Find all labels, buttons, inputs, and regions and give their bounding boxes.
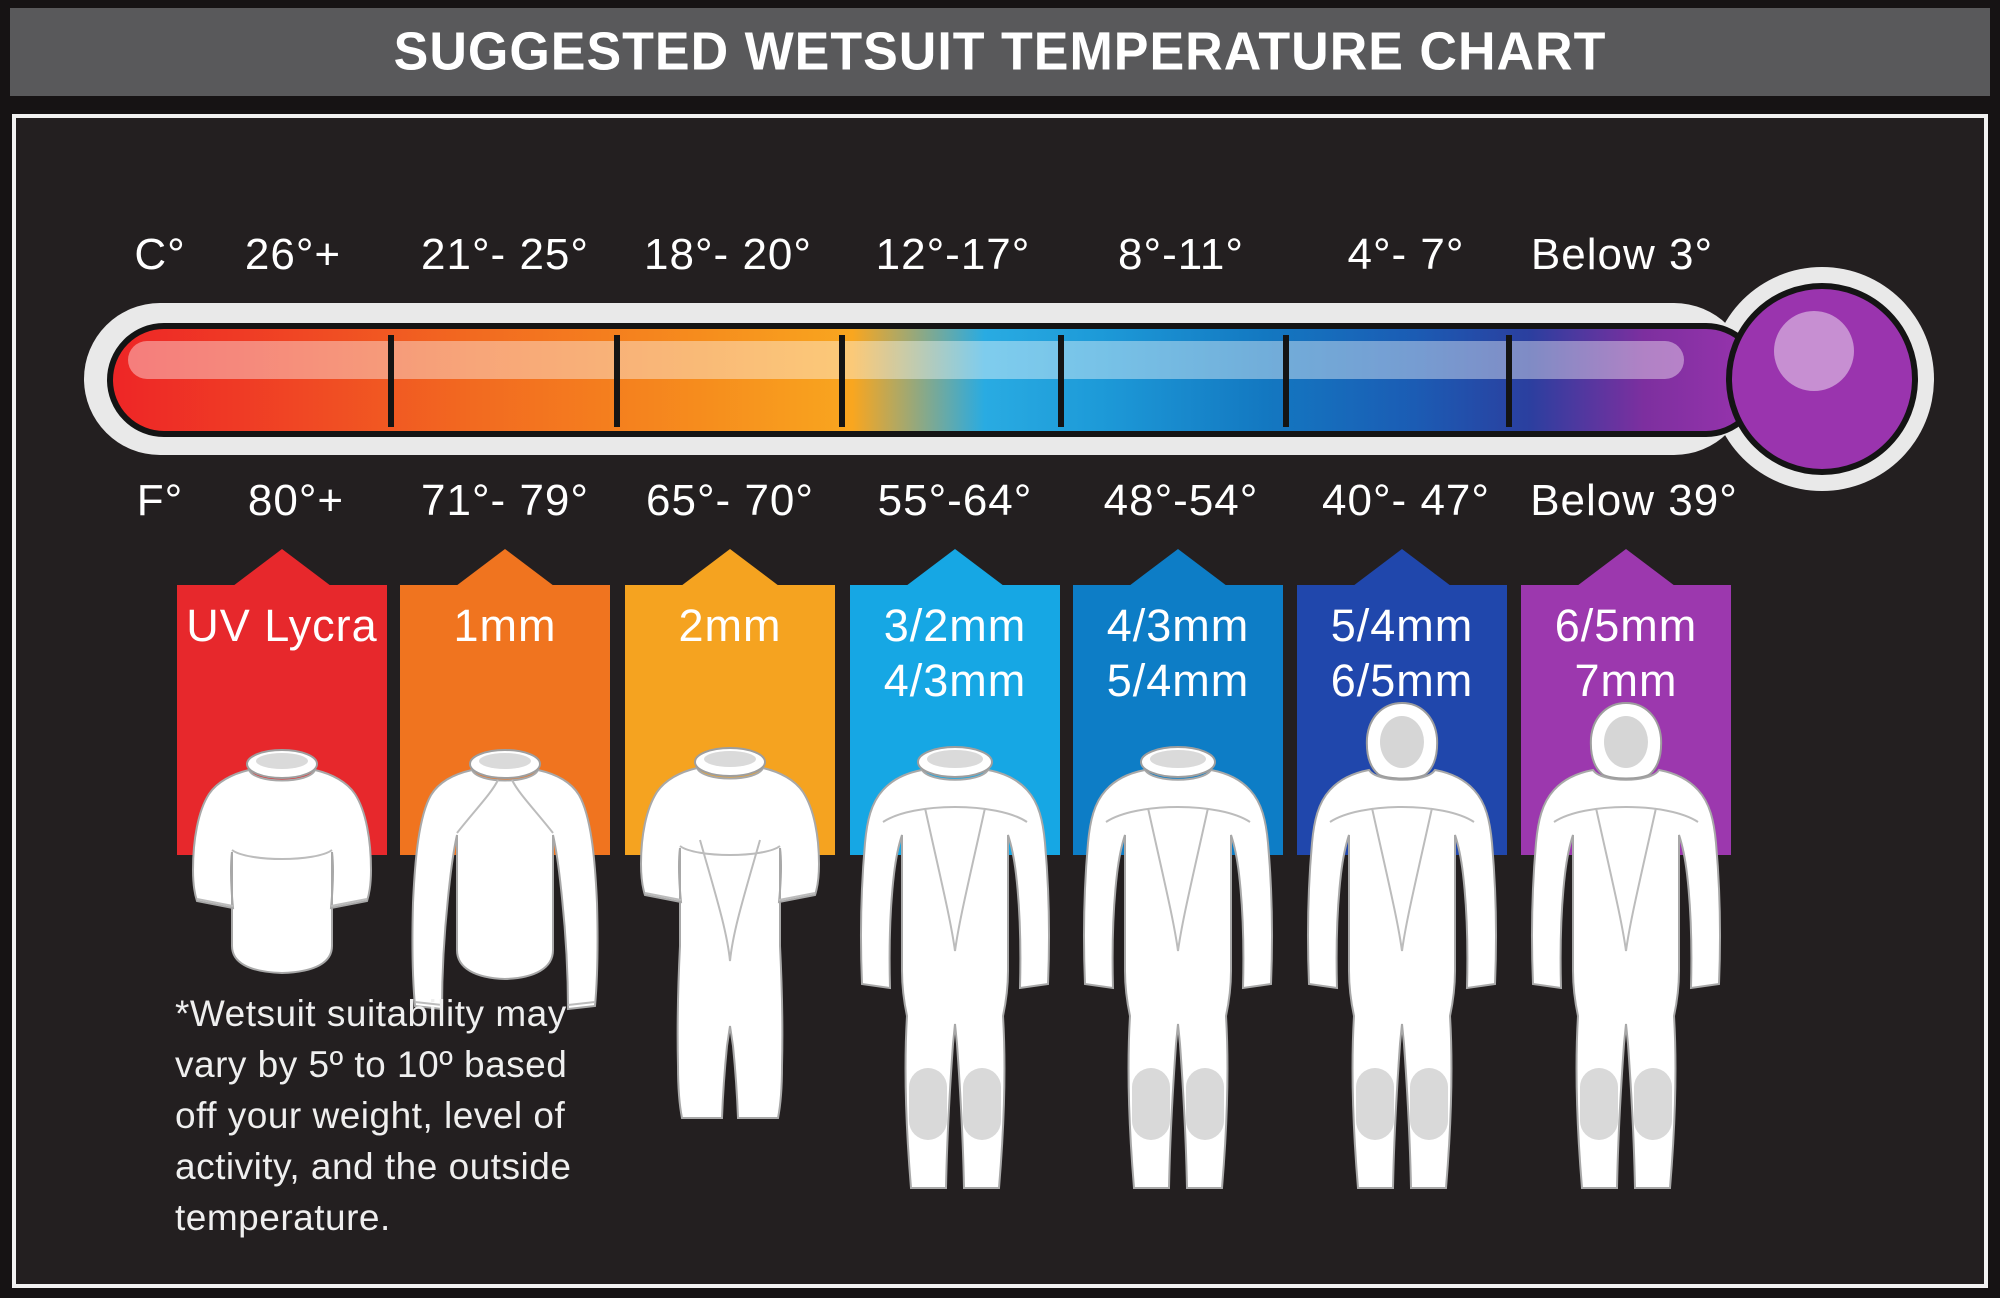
fahrenheit-range-label: Below 39° xyxy=(1530,476,1738,525)
footnote: *Wetsuit suitability may vary by 5º to 1… xyxy=(175,993,572,1239)
thermometer-bulb xyxy=(1726,283,1918,475)
celsius-range-label: 21°- 25° xyxy=(421,230,589,279)
thermometer-graphic xyxy=(84,267,1934,491)
wetsuit-figure-hooded-full-suit xyxy=(1521,701,1731,1206)
fahrenheit-range-label: 55°-64° xyxy=(877,476,1033,525)
title-bar: SUGGESTED WETSUIT TEMPERATURE CHART xyxy=(10,8,1990,96)
fahrenheit-row: F° 80°+ 71°- 79° 65°- 70° 55°-64° 48°-54° 40°-… xyxy=(0,476,2000,532)
wetsuit-figure-short-sleeve-shirt xyxy=(182,738,382,988)
thermometer-ticks xyxy=(388,335,1512,427)
celsius-range-label: 8°-11° xyxy=(1118,230,1244,279)
celsius-range-label: 12°-17° xyxy=(875,230,1031,279)
thermometer-highlight xyxy=(128,341,1684,379)
wetsuit-figure-spring-suit xyxy=(630,736,830,1136)
celsius-range-label: 18°- 20° xyxy=(644,230,812,279)
thickness-label-3-2mm-4-3mm: 3/2mm 4/3mm xyxy=(883,600,1027,706)
fahrenheit-range-label: 48°-54° xyxy=(1103,476,1259,525)
fahrenheit-unit-label: F° xyxy=(136,476,184,525)
thickness-label-1mm: 1mm xyxy=(453,600,557,651)
thickness-label-uv-lycra: UV Lycra xyxy=(186,600,378,651)
wetsuit-figure-full-suit xyxy=(850,736,1060,1206)
celsius-range-label: 4°- 7° xyxy=(1347,230,1465,279)
wetsuit-figure-long-sleeve-top xyxy=(405,738,605,1023)
thickness-label-2mm: 2mm xyxy=(678,600,782,651)
wetsuit-figure-hooded-full-suit xyxy=(1297,701,1507,1206)
page-title: SUGGESTED WETSUIT TEMPERATURE CHART xyxy=(393,21,1607,83)
thickness-label-6-5mm-7mm: 6/5mm 7mm xyxy=(1554,600,1698,706)
fahrenheit-range-label: 80°+ xyxy=(247,476,345,525)
wetsuit-figure-full-suit xyxy=(1073,736,1283,1206)
fahrenheit-range-label: 65°- 70° xyxy=(646,476,814,525)
celsius-range-label: Below 3° xyxy=(1530,230,1714,279)
thickness-label-5-4mm-6-5mm: 5/4mm 6/5mm xyxy=(1330,600,1474,706)
fahrenheit-range-label: 40°- 47° xyxy=(1322,476,1490,525)
celsius-unit-label: C° xyxy=(134,230,186,279)
thermometer-bulb-highlight xyxy=(1774,311,1854,391)
thickness-label-4-3mm-5-4mm: 4/3mm 5/4mm xyxy=(1106,600,1250,706)
celsius-row: C° 26°+ 21°- 25° 18°- 20° 12°-17° 8°-11° 4°- 7… xyxy=(0,230,2000,286)
celsius-range-label: 26°+ xyxy=(244,230,342,279)
fahrenheit-range-label: 71°- 79° xyxy=(421,476,589,525)
